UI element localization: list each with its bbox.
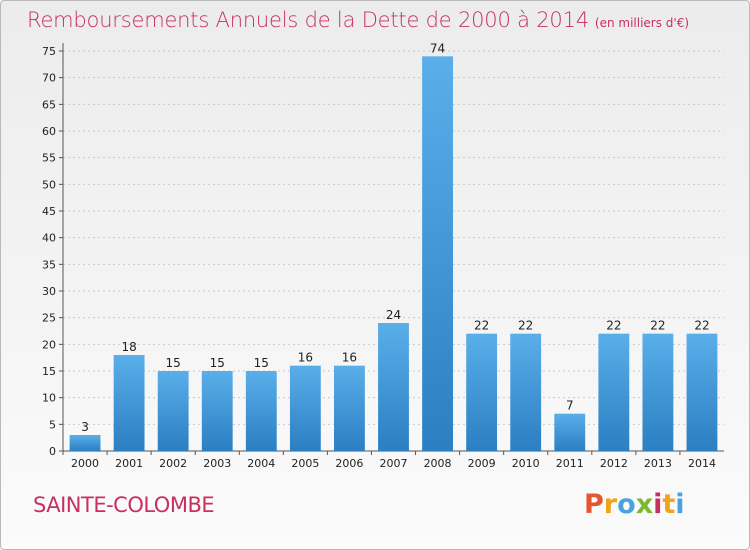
city-name: SAINTE-COLOMBE bbox=[33, 493, 215, 517]
y-tick-label: 40 bbox=[42, 232, 56, 245]
bar-value-label: 74 bbox=[430, 41, 445, 55]
proxiti-logo: Proxiti bbox=[584, 489, 685, 520]
bar bbox=[422, 56, 453, 451]
bar-value-label: 16 bbox=[298, 351, 313, 365]
bar bbox=[378, 323, 409, 451]
x-tick-label: 2007 bbox=[380, 457, 408, 470]
y-tick-label: 70 bbox=[42, 72, 56, 85]
y-tick-label: 65 bbox=[42, 98, 56, 111]
bar-value-label: 22 bbox=[650, 319, 665, 333]
bar-value-label: 15 bbox=[210, 356, 225, 370]
bar bbox=[598, 333, 630, 451]
y-tick-label: 5 bbox=[49, 418, 56, 431]
bar bbox=[289, 365, 321, 451]
y-tick-label: 30 bbox=[42, 285, 56, 298]
y-tick-label: 75 bbox=[42, 45, 56, 58]
bar-value-label: 22 bbox=[694, 319, 709, 333]
chart-unit: (en milliers d'€) bbox=[594, 16, 690, 30]
x-tick-label: 2011 bbox=[556, 457, 584, 470]
x-tick-label: 2006 bbox=[335, 457, 363, 470]
bar bbox=[201, 371, 233, 451]
x-tick-label: 2012 bbox=[600, 457, 628, 470]
logo-letter: t bbox=[662, 489, 676, 520]
x-tick-label: 2014 bbox=[688, 457, 716, 470]
value-labels: 3 18 15 15 15 16 16 24 74 22 22 7 22 22 22 bbox=[81, 41, 709, 434]
x-tick-label: 2005 bbox=[291, 457, 319, 470]
bar-value-label: 24 bbox=[386, 308, 401, 322]
bar bbox=[466, 333, 498, 451]
y-tick-label: 35 bbox=[42, 258, 56, 271]
logo-letter: P bbox=[584, 489, 604, 520]
bar-value-label: 22 bbox=[474, 319, 489, 333]
bar bbox=[245, 371, 277, 451]
bar bbox=[510, 333, 542, 451]
x-tick-label: 2001 bbox=[115, 457, 143, 470]
x-tick-label: 2000 bbox=[71, 457, 99, 470]
bar-value-label: 22 bbox=[606, 319, 621, 333]
bar-value-label: 18 bbox=[121, 340, 136, 354]
bar bbox=[69, 435, 101, 451]
bars bbox=[69, 56, 718, 451]
bar bbox=[157, 371, 189, 451]
y-tick-label: 0 bbox=[49, 445, 56, 458]
logo-letter: i bbox=[675, 489, 685, 520]
bar-value-label: 16 bbox=[342, 351, 357, 365]
x-tick-label: 2003 bbox=[203, 457, 231, 470]
bar bbox=[686, 333, 718, 451]
bar-value-label: 15 bbox=[166, 356, 181, 370]
y-tick-label: 55 bbox=[42, 152, 56, 165]
y-tick-label: 20 bbox=[42, 338, 56, 351]
x-tick-label: 2004 bbox=[247, 457, 275, 470]
logo-letter: i bbox=[653, 489, 663, 520]
y-tick-label: 45 bbox=[42, 205, 56, 218]
bar-value-label: 15 bbox=[254, 356, 269, 370]
x-tick-label: 2002 bbox=[159, 457, 187, 470]
y-tick-label: 50 bbox=[42, 178, 56, 191]
chart-title-row: Remboursements Annuels de la Dette de 20… bbox=[27, 8, 689, 32]
bar bbox=[554, 413, 586, 451]
logo-letter: r bbox=[603, 489, 618, 520]
chart-title: Remboursements Annuels de la Dette de 20… bbox=[27, 8, 589, 32]
bar bbox=[642, 333, 674, 451]
logo-letter: x bbox=[635, 489, 654, 520]
y-tick-label: 25 bbox=[42, 312, 56, 325]
x-tick-label: 2010 bbox=[512, 457, 540, 470]
bar bbox=[334, 365, 365, 451]
y-tick-label: 10 bbox=[42, 392, 56, 405]
x-tick-label: 2009 bbox=[468, 457, 496, 470]
bar-value-label: 22 bbox=[518, 319, 533, 333]
y-tick-label: 60 bbox=[42, 125, 56, 138]
y-tick-label: 15 bbox=[42, 365, 56, 378]
logo-letter: o bbox=[617, 489, 636, 520]
bar-value-label: 3 bbox=[81, 420, 89, 434]
x-tick-label: 2013 bbox=[644, 457, 672, 470]
bar-value-label: 7 bbox=[566, 399, 574, 413]
bar bbox=[113, 355, 145, 451]
x-tick-label: 2008 bbox=[424, 457, 452, 470]
